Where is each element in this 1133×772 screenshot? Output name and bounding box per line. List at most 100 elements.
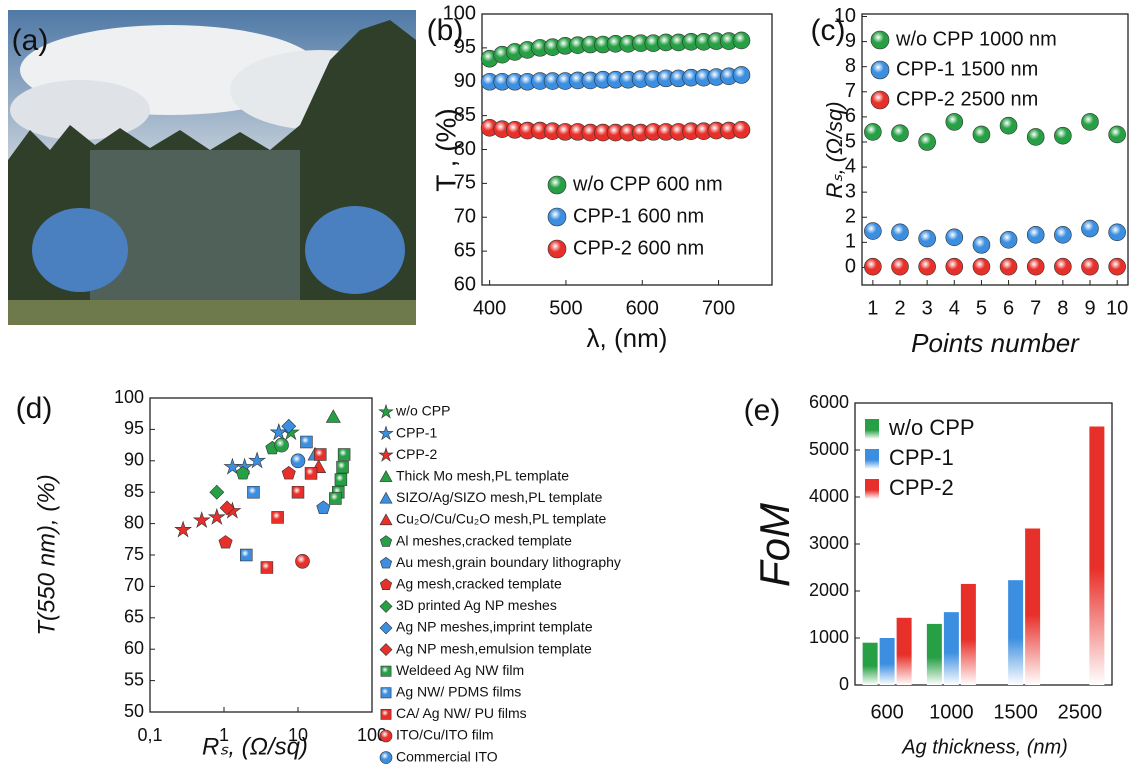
y-tick-label: 70 xyxy=(124,575,144,595)
y-tick-label: 6 xyxy=(845,105,856,127)
data-point xyxy=(999,116,1018,135)
y-tick-label: 75 xyxy=(124,544,144,564)
data-point xyxy=(732,31,751,50)
x-tick-label: 3 xyxy=(922,297,933,319)
data-point xyxy=(1108,223,1126,242)
legend-label: CA/ Ag NW/ PU films xyxy=(396,705,527,721)
x-tick-label: 1500 xyxy=(993,701,1038,723)
legend-marker xyxy=(380,687,392,699)
y-tick-label: 95 xyxy=(454,36,476,58)
data-point xyxy=(732,121,751,139)
panel-label: (e) xyxy=(744,394,781,427)
legend-label: SIZO/Ag/SIZO mesh,PL template xyxy=(396,489,603,505)
x-tick-label: 10 xyxy=(1106,297,1128,319)
x-axis-label: λ, (nm) xyxy=(587,323,668,353)
panel-label: (a) xyxy=(12,24,49,57)
data-point xyxy=(281,465,296,480)
x-tick-label: 500 xyxy=(549,297,582,319)
data-point xyxy=(945,228,964,247)
x-tick-label: 7 xyxy=(1030,297,1041,319)
x-axis-label: Points number xyxy=(911,328,1080,358)
legend-label: Cu₂O/Cu/Cu₂O mesh,PL template xyxy=(396,511,607,527)
panel: 50 55 60 65 70 75 80 85 90 95 100 0,1 1 10 100 Rₛ, (Ω/s… xyxy=(33,387,621,772)
y-tick-label: 1000 xyxy=(809,627,849,647)
legend-marker xyxy=(378,447,394,462)
legend-marker xyxy=(870,30,890,50)
data-point xyxy=(945,113,964,131)
legend-label: Commercial ITO xyxy=(396,748,498,764)
bar xyxy=(862,642,878,685)
y-tick-label: 3 xyxy=(845,180,856,202)
panel-label: (b) xyxy=(427,14,464,47)
glove xyxy=(32,208,128,292)
x-tick-label: 1000 xyxy=(929,701,974,723)
x-axis-label: Rₛ, (Ω/sq) xyxy=(202,733,308,760)
y-tick-label: 10 xyxy=(834,5,856,27)
data-point xyxy=(295,553,310,569)
y-tick-label: 0 xyxy=(839,674,849,694)
y-tick-label: 1 xyxy=(845,231,856,253)
data-point xyxy=(1026,226,1045,244)
legend-marker xyxy=(865,479,879,499)
legend-marker xyxy=(380,708,392,720)
data-point xyxy=(290,453,306,469)
data-point xyxy=(291,485,305,499)
legend-marker xyxy=(547,239,567,259)
x-tick-label: 600 xyxy=(870,701,903,723)
y-tick-label: 2000 xyxy=(809,580,849,600)
plot-frame xyxy=(861,13,1129,286)
data-point xyxy=(1054,257,1072,276)
legend-marker xyxy=(380,665,392,677)
transparent-film xyxy=(90,150,300,300)
data-point xyxy=(999,257,1018,276)
data-point xyxy=(1026,257,1045,276)
y-tick-label: 85 xyxy=(124,481,144,501)
legend-label: CPP-1 1500 nm xyxy=(896,58,1038,80)
data-point xyxy=(334,473,348,486)
data-point xyxy=(336,460,349,474)
y-tick-label: 55 xyxy=(124,669,144,689)
y-tick-label: 95 xyxy=(124,418,144,438)
legend-label: Al₂O₃ /Ag/MoOx film xyxy=(396,770,522,772)
data-point xyxy=(918,229,936,248)
data-point xyxy=(945,257,964,276)
y-axis-label: T , (%) xyxy=(430,108,461,191)
y-tick-label: 3000 xyxy=(809,533,849,553)
legend-label: ITO/Cu/ITO film xyxy=(396,727,494,743)
x-axis-label: Ag thickness, (nm) xyxy=(901,736,1068,758)
legend-label: CPP-2 600 nm xyxy=(573,237,704,259)
y-tick-label: 80 xyxy=(454,138,476,160)
y-tick-label: 9 xyxy=(845,30,856,52)
data-point xyxy=(891,257,909,276)
plot-frame xyxy=(149,397,373,713)
data-point xyxy=(219,500,235,516)
bar xyxy=(1008,580,1024,685)
legend-marker xyxy=(865,419,879,439)
panel-label: (d) xyxy=(16,392,53,425)
data-point xyxy=(972,257,991,276)
y-tick-label: 50 xyxy=(124,701,144,721)
y-tick-label: 7 xyxy=(845,80,856,102)
legend-label: Weldeed Ag NW film xyxy=(396,662,524,678)
panel: 60 65 70 75 80 85 90 95 100 400 500 600 700 λ, (nm) T … xyxy=(430,2,773,353)
bar xyxy=(960,583,976,685)
photo xyxy=(8,10,416,325)
bar xyxy=(1025,528,1041,685)
bar xyxy=(879,638,895,685)
y-tick-label: 75 xyxy=(454,172,476,194)
data-point xyxy=(999,231,1018,249)
y-axis-label: Rₛ, (Ω/sq) xyxy=(822,101,847,198)
data-point xyxy=(1108,257,1126,276)
data-point xyxy=(1054,126,1072,145)
x-tick-label: 6 xyxy=(1003,297,1014,319)
legend-marker xyxy=(378,403,394,419)
y-tick-label: 90 xyxy=(454,70,476,92)
y-tick-label: 8 xyxy=(845,55,856,77)
y-tick-label: 100 xyxy=(443,2,476,24)
data-point xyxy=(1081,257,1099,276)
data-point xyxy=(300,435,313,449)
bar xyxy=(896,617,912,685)
legend-label: CPP-1 600 nm xyxy=(573,205,704,227)
legend-label: CPP-1 xyxy=(889,445,954,470)
legend-marker xyxy=(379,599,393,613)
